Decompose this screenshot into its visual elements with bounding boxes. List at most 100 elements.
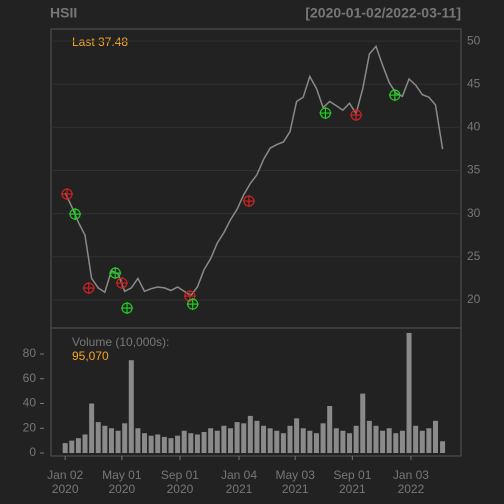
x-tick-label: May 03: [276, 468, 316, 482]
volume-bar: [254, 420, 260, 454]
volume-bar: [261, 425, 267, 454]
volume-title: Volume (10,000s):: [72, 335, 169, 349]
y-tick-label: 60: [23, 371, 37, 385]
x-tick-sublabel: 2020: [52, 482, 79, 496]
volume-bar: [175, 435, 181, 454]
volume-bar: [280, 433, 286, 454]
volume-bar: [287, 425, 293, 454]
volume-bar: [333, 428, 339, 454]
x-tick-sublabel: 2020: [167, 482, 194, 496]
y-tick-label: 20: [467, 292, 481, 306]
y-tick-label: 30: [467, 206, 481, 220]
signal: [350, 109, 363, 122]
volume-bar: [82, 434, 88, 454]
x-tick-label: Sep 01: [333, 468, 371, 482]
volume-bar: [406, 332, 412, 454]
signal: [82, 282, 95, 295]
volume-bar: [432, 420, 438, 454]
volume-bar: [208, 428, 214, 454]
signal: [115, 277, 128, 290]
panel: [50, 327, 462, 457]
y-tick-label: 25: [467, 249, 481, 263]
x-tick-sublabel: 2022: [398, 482, 425, 496]
volume-bar: [194, 434, 200, 454]
volume-bar: [122, 423, 128, 454]
volume-bar: [102, 425, 108, 454]
x-tick-label: Jan 04: [221, 468, 257, 482]
y-tick-label: 45: [467, 76, 481, 90]
signal: [61, 188, 74, 201]
volume-bar: [274, 430, 280, 454]
x-tick-sublabel: 2020: [109, 482, 136, 496]
date-range: [2020-01-02/2022-03-11]: [305, 5, 461, 21]
volume-bar: [142, 433, 148, 454]
volume-bar: [313, 433, 319, 454]
volume-bar: [135, 428, 141, 454]
volume-bar: [300, 428, 306, 454]
y-tick-label: 20: [23, 420, 37, 434]
volume-bar: [413, 425, 419, 454]
signal: [388, 89, 401, 102]
volume-bar: [347, 433, 353, 454]
volume-bar: [95, 422, 101, 454]
x-tick-label: Sep 01: [161, 468, 199, 482]
volume-bar: [399, 430, 405, 454]
signal: [319, 107, 332, 120]
last-price: Last 37.48: [72, 35, 128, 49]
volume-bar: [366, 420, 372, 454]
volume-bar: [148, 435, 154, 454]
signal: [121, 302, 134, 315]
volume-bar: [161, 436, 167, 454]
volume-bar: [221, 425, 227, 454]
volume-bar: [327, 405, 333, 454]
volume-bar: [181, 430, 187, 454]
y-tick-label: 0: [29, 445, 36, 459]
volume-bar: [62, 443, 68, 454]
volume-bar: [360, 393, 366, 454]
volume-bar: [115, 430, 121, 454]
volume-bar: [393, 433, 399, 454]
volume-bar: [227, 428, 233, 454]
x-tick-sublabel: 2021: [282, 482, 309, 496]
x-tick-label: Jan 02: [47, 468, 83, 482]
volume-bar: [386, 428, 392, 454]
volume-bar: [241, 423, 247, 454]
volume-bar: [307, 430, 313, 454]
y-tick-label: 35: [467, 163, 481, 177]
volume-bar: [267, 428, 273, 454]
x-tick-sublabel: 2021: [339, 482, 366, 496]
volume-bar: [340, 430, 346, 454]
y-tick-label: 80: [23, 346, 37, 360]
signal: [242, 195, 255, 208]
volume-bar: [440, 441, 446, 454]
y-tick-label: 50: [467, 33, 481, 47]
x-tick-label: Jan 03: [393, 468, 429, 482]
price-line: [64, 44, 444, 297]
signal: [109, 267, 122, 280]
x-tick-label: May 01: [102, 468, 142, 482]
volume-bar: [320, 423, 326, 454]
volume-bar: [89, 403, 95, 454]
y-tick-label: 40: [467, 120, 481, 134]
volume-bar: [419, 430, 425, 454]
volume-bar: [373, 425, 379, 454]
signal: [69, 208, 82, 221]
volume-bar: [201, 431, 207, 454]
volume-bar: [155, 434, 161, 454]
volume-bar: [108, 428, 114, 454]
volume-bar: [426, 428, 432, 454]
volume-bar: [168, 438, 174, 454]
last-volume: 95,070: [72, 349, 109, 363]
volume-bar: [128, 360, 134, 454]
volume-bar: [75, 438, 81, 454]
volume-bar: [214, 430, 220, 454]
signal: [186, 298, 199, 311]
volume-bar: [353, 425, 359, 454]
volume-bar: [380, 430, 386, 454]
chart-title: HSII: [50, 5, 77, 21]
volume-bar: [69, 440, 75, 454]
x-tick-sublabel: 2021: [226, 482, 253, 496]
volume-bar: [247, 415, 253, 454]
